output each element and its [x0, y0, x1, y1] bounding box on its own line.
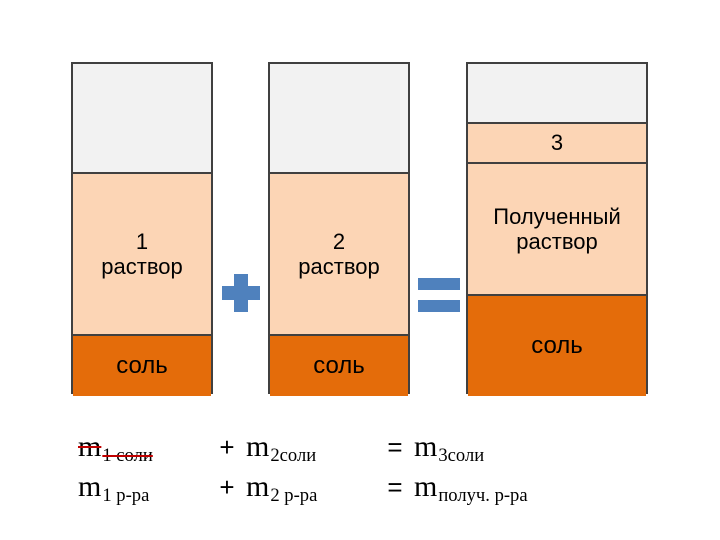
formula-operator: + — [208, 432, 246, 463]
column-3: 3Полученныйрастворсоль — [466, 62, 648, 394]
segment — [270, 64, 408, 174]
formula-operator: = — [376, 472, 414, 503]
formula-term: m1 р-ра — [78, 470, 208, 504]
segment — [468, 64, 646, 124]
formulas: m1 соли+m2соли=m3соли m1 р-ра+m2 р-ра=mпо… — [78, 430, 658, 510]
segment: соль — [73, 336, 211, 396]
segment: Полученныйраствор — [468, 164, 646, 296]
segment — [73, 64, 211, 174]
formula-term: m3соли — [414, 430, 594, 464]
formula-term: m2 р-ра — [246, 470, 376, 504]
formula-operator: = — [376, 432, 414, 463]
segment: соль — [270, 336, 408, 396]
formula-row: m1 соли+m2соли=m3соли — [78, 430, 658, 464]
formula-term: m1 соли — [78, 430, 208, 464]
plus-icon — [222, 274, 260, 312]
column-2: 2растворсоль — [268, 62, 410, 394]
segment: 1раствор — [73, 174, 211, 336]
equals-icon — [418, 278, 460, 312]
formula-term: mполуч. р-ра — [414, 470, 594, 504]
formula-row: m1 р-ра+m2 р-ра=mполуч. р-ра — [78, 470, 658, 504]
formula-term: m2соли — [246, 430, 376, 464]
column-1: 1растворсоль — [71, 62, 213, 394]
formula-operator: + — [208, 472, 246, 503]
segment: 3 — [468, 124, 646, 164]
segment: соль — [468, 296, 646, 396]
segment: 2раствор — [270, 174, 408, 336]
